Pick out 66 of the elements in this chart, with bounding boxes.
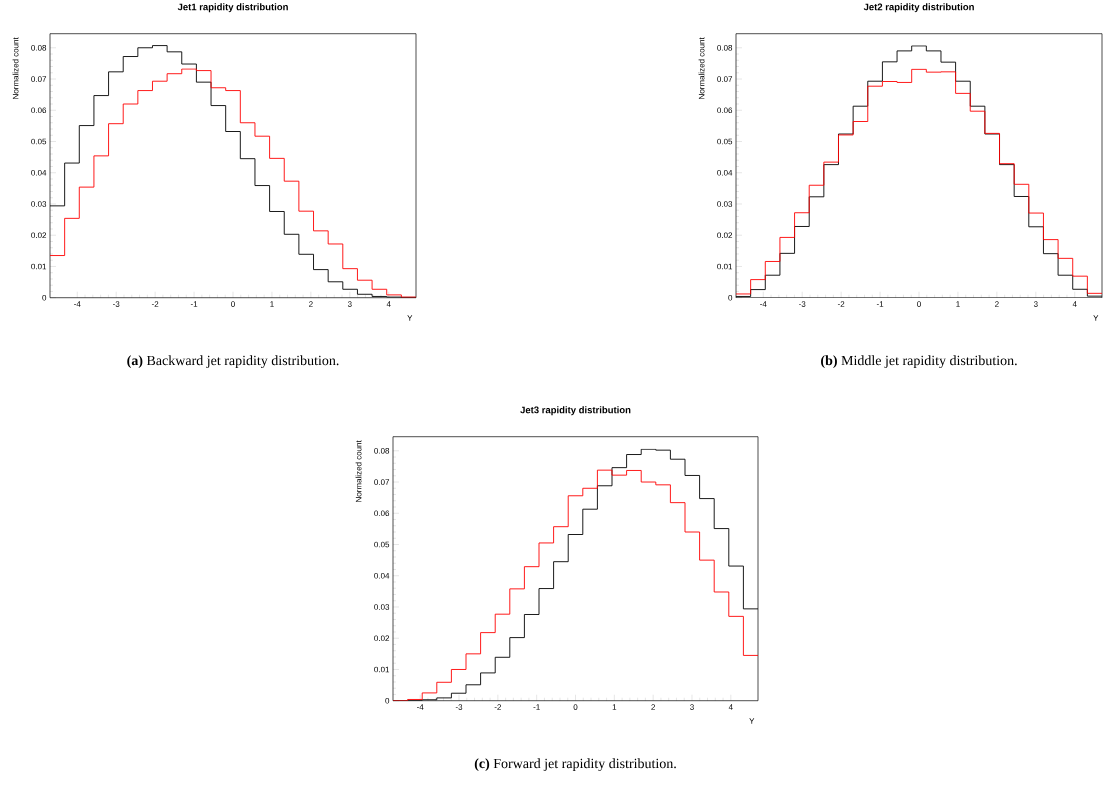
y-tick-label: 0.04: [717, 170, 733, 176]
x-tick-label: 4: [386, 301, 391, 307]
y-tick-label: 0: [385, 698, 390, 704]
x-tick-label: 4: [1072, 301, 1077, 307]
x-tick-label: 3: [690, 704, 694, 711]
x-axis-title: Y: [407, 315, 413, 321]
y-tick-label: 0.01: [374, 666, 390, 673]
y-tick-label: 0.03: [717, 201, 733, 207]
x-tick-label: -1: [190, 301, 198, 307]
y-tick-label: 0.07: [374, 479, 390, 485]
x-tick-label: 2: [309, 301, 313, 307]
y-tick-label: 0.07: [31, 76, 47, 82]
text: (c) Forward jet rapidity distribution.: [474, 758, 676, 772]
x-tick-label: -3: [113, 301, 120, 308]
y-tick-label: 0: [728, 295, 733, 301]
y-tick-label: 0.06: [31, 107, 47, 114]
x-tick-label: 4: [728, 704, 733, 710]
x-tick-label: -3: [799, 301, 806, 308]
x-tick-label: 2: [651, 704, 655, 710]
x-tick-label: 1: [270, 301, 274, 307]
y-tick-label: 0.02: [31, 232, 47, 239]
x-tick-label: 3: [347, 301, 352, 308]
x-tick-label: -1: [876, 301, 884, 307]
y-tick-label: 0.03: [31, 201, 47, 207]
y-tick-label: 0.07: [717, 76, 733, 82]
y-tick-label: 0.06: [717, 107, 733, 114]
x-tick-label: 2: [995, 301, 999, 307]
y-tick-label: 0.06: [374, 510, 390, 517]
x-axis-title: Y: [1093, 315, 1099, 321]
chart-title: Jet1 rapidity distribution: [177, 3, 288, 13]
y-tick-label: 0.04: [31, 170, 47, 176]
x-tick-label: -4: [760, 301, 767, 307]
y-axis-title: Normalized count: [12, 37, 19, 99]
y-tick-label: 0.08: [31, 45, 47, 51]
x-tick-label: -2: [494, 704, 501, 710]
y-tick-label: 0: [42, 295, 47, 301]
x-tick-label: 1: [956, 301, 960, 307]
x-tick-label: -2: [151, 301, 159, 307]
y-tick-label: 0.03: [374, 604, 390, 610]
y-tick-label: 0.08: [374, 448, 390, 454]
y-tick-label: 0.04: [374, 573, 390, 579]
y-axis-title: Normalized count: [698, 37, 705, 99]
x-tick-label: 3: [1033, 301, 1038, 308]
y-tick-label: 0.05: [374, 541, 390, 548]
x-tick-label: -4: [74, 301, 81, 307]
y-tick-label: 0.01: [31, 263, 47, 270]
y-tick-label: 0.05: [717, 138, 733, 145]
x-tick-label: -3: [455, 704, 463, 711]
text: (a) Backward jet rapidity distribution.: [127, 355, 339, 369]
y-tick-label: 0.02: [374, 635, 390, 642]
y-tick-label: 0.08: [717, 45, 733, 51]
x-axis-title: Y: [749, 718, 755, 724]
y-axis-title: Normalized count: [355, 440, 362, 502]
text: (b) Middle jet rapidity distribution.: [821, 355, 1017, 369]
y-tick-label: 0.05: [31, 138, 47, 145]
x-tick-label: 0: [231, 301, 235, 308]
y-tick-label: 0.02: [717, 232, 733, 239]
x-tick-label: 0: [573, 704, 578, 711]
chart-title: Jet2 rapidity distribution: [863, 3, 974, 13]
x-tick-label: -2: [837, 301, 845, 307]
x-tick-label: -1: [533, 704, 540, 710]
x-tick-label: -4: [416, 704, 424, 710]
x-tick-label: 0: [917, 301, 921, 308]
x-tick-label: 1: [612, 704, 617, 710]
chart-title: Jet3 rapidity distribution: [520, 406, 631, 416]
y-tick-label: 0.01: [717, 263, 733, 270]
